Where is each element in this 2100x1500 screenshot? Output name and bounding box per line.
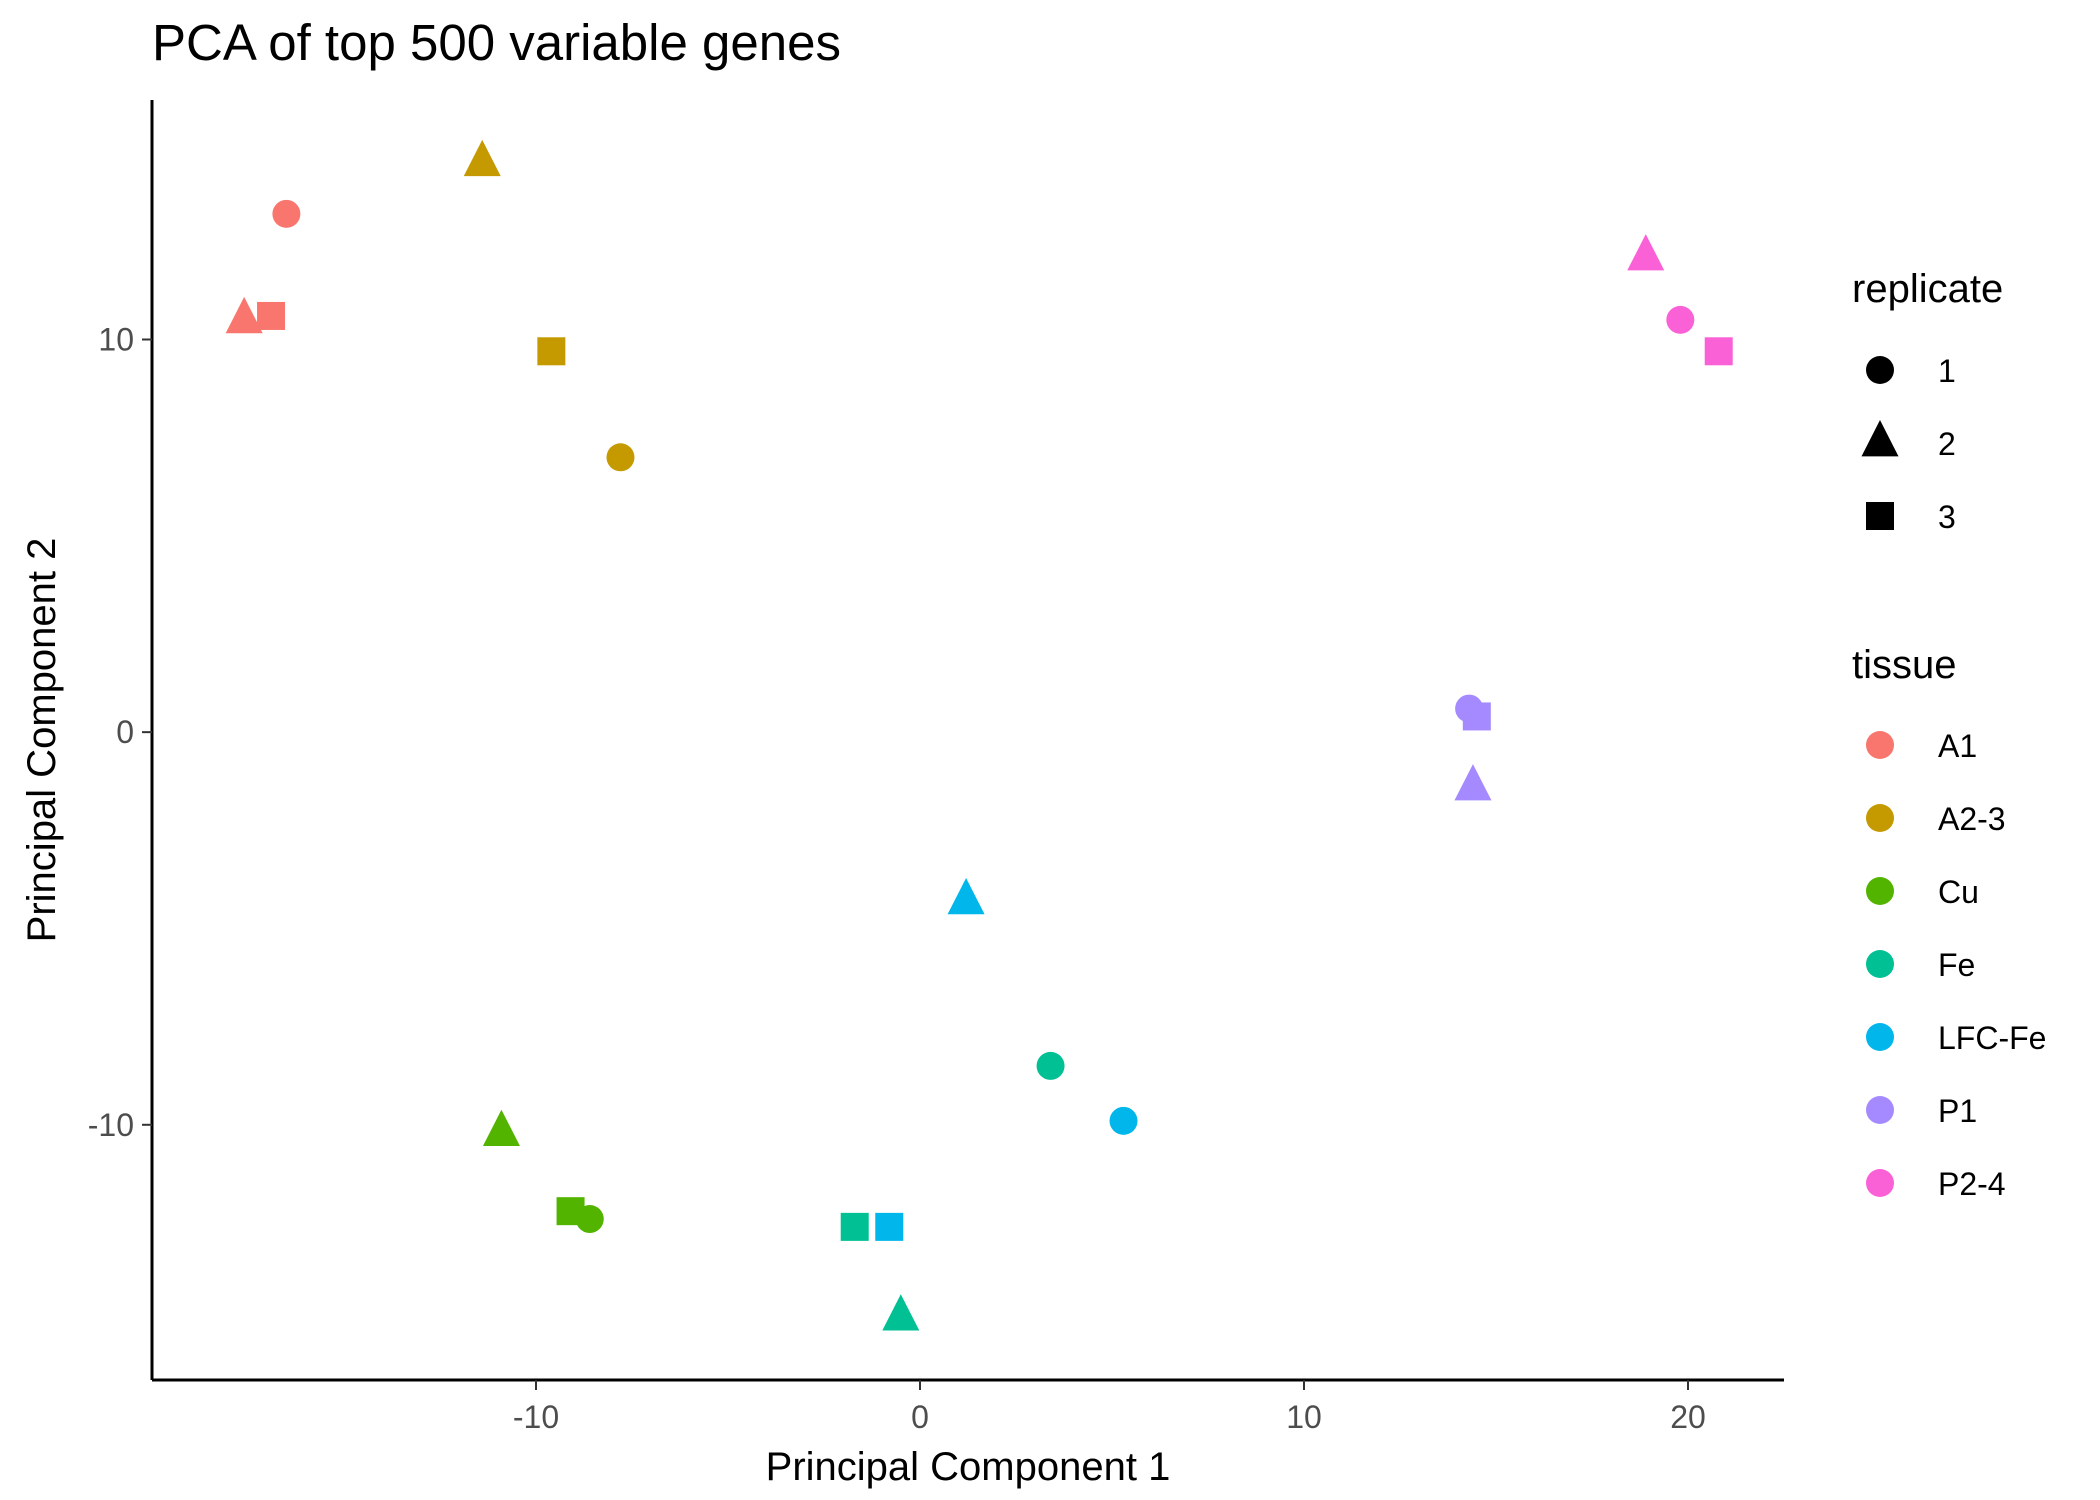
legend-tissue-label: LFC-Fe [1938,1020,2046,1056]
x-axis-ticks: -10 0 10 20 [513,1380,1706,1435]
point-a2-3-rep3 [537,337,566,366]
legend-tissue-title: tissue [1852,643,1957,687]
chart-title: PCA of top 500 variable genes [152,14,841,71]
legend-replicate-label: 3 [1938,499,1956,535]
legend-key-circle [1866,356,1894,384]
legend-tissue-label: P2-4 [1938,1166,2006,1202]
x-tick-label: 10 [1286,1399,1322,1435]
point-cu-rep3 [556,1197,585,1226]
x-tick-label: -10 [513,1399,559,1435]
legend-key-square [1866,502,1894,530]
point-fe-rep2 [882,1294,920,1331]
legend-key-p1 [1866,1096,1894,1124]
point-cu-rep2 [482,1109,520,1146]
y-tick-label: 0 [116,714,134,750]
legend-replicate-title: replicate [1852,267,2003,311]
point-a2-3-rep1 [606,443,635,472]
point-p1-rep2 [1454,764,1492,801]
legend-key-a2-3 [1866,804,1894,832]
x-tick-label: 20 [1670,1399,1706,1435]
legend-tissue: tissue A1 A2-3 Cu Fe LFC-Fe P1 P2-4 [1852,643,2046,1202]
point-a2-3-rep2 [463,139,501,177]
legend-key-cu [1866,877,1894,905]
y-axis-ticks: -10 0 10 [88,322,152,1143]
plot-area [225,139,1733,1331]
legend-key-triangle [1861,420,1899,457]
point-a1-rep2 [225,296,263,334]
legend-key-fe [1866,950,1894,978]
point-a1-rep1 [272,199,301,228]
legend-replicate-label: 2 [1938,426,1956,462]
point-p2-4-rep2 [1627,234,1665,271]
legend-tissue-label: A1 [1938,728,1977,764]
legend-replicate-label: 1 [1938,353,1956,389]
legend-tissue-label: P1 [1938,1093,1977,1129]
legend-tissue-label: Cu [1938,874,1979,910]
point-lfc-fe-rep3 [875,1212,904,1241]
point-p2-4-rep1 [1666,305,1695,334]
legend-key-p2-4 [1866,1169,1894,1197]
point-lfc-fe-rep2 [947,878,985,915]
legend-tissue-label: A2-3 [1938,801,2006,837]
y-tick-label: -10 [88,1107,134,1143]
y-tick-label: 10 [98,322,134,358]
legend-tissue-label: Fe [1938,947,1975,983]
x-axis-title: Principal Component 1 [766,1445,1171,1489]
point-a1-rep3 [257,301,286,330]
y-axis-title: Principal Component 2 [20,538,64,943]
legend-replicate: replicate 1 2 3 [1852,267,2003,535]
x-tick-label: 0 [911,1399,929,1435]
point-p2-4-rep3 [1704,337,1733,366]
legend-key-a1 [1866,731,1894,759]
point-lfc-fe-rep1 [1109,1106,1138,1135]
point-fe-rep3 [840,1212,869,1241]
point-fe-rep1 [1036,1051,1065,1080]
point-p1-rep3 [1462,702,1491,731]
legend-key-lfc-fe [1866,1023,1894,1051]
